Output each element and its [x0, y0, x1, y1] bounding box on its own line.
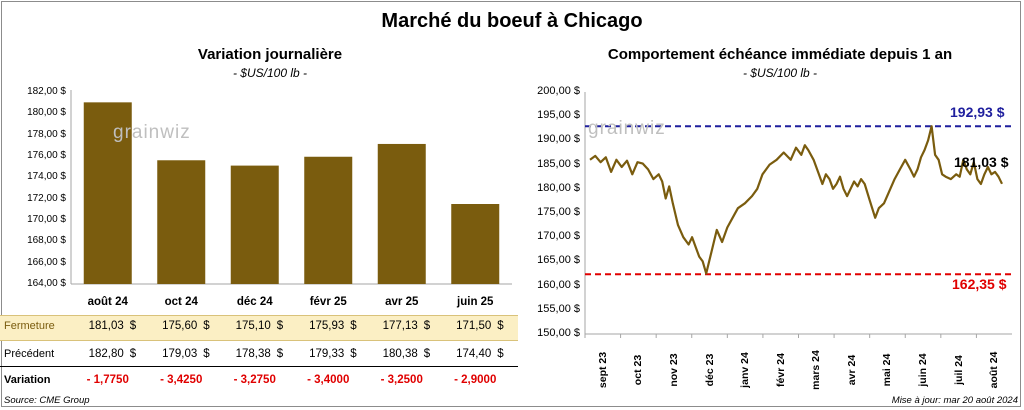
line-y-tick-label: 200,00 $ — [537, 85, 580, 97]
line-x-tick-label: août 24 — [988, 351, 1001, 389]
variation-cell: - 3,4250 — [160, 374, 203, 386]
precedent-cell: 180,38 — [382, 348, 418, 360]
right-chart-title: Comportement échéance immédiate depuis 1… — [607, 46, 953, 63]
fermeture-currency: $ — [350, 320, 357, 332]
max-value-label: 192,93 $ — [950, 104, 1005, 120]
line-y-tick-label: 160,00 $ — [537, 278, 580, 291]
line-y-tick-label: 185,00 $ — [537, 157, 580, 170]
line-x-tick-label: oct 23 — [632, 354, 645, 386]
line-y-tick-label: 150,00 $ — [537, 327, 580, 339]
last-value-label: 181,03 $ — [954, 154, 1009, 170]
fermeture-currency: $ — [423, 320, 431, 332]
fermeture-currency: $ — [203, 320, 210, 332]
bar-category-label: juin 25 — [457, 296, 494, 308]
source-note: Source: CME Group — [4, 395, 90, 406]
bar-y-tick-label: 170,00 $ — [27, 214, 66, 225]
left-chart-title: Variation journalière — [197, 46, 343, 63]
precedent-currency: $ — [423, 348, 431, 360]
min-value-label: 162,35 $ — [952, 276, 1007, 292]
bar-y-tick-label: 164,00 $ — [27, 278, 66, 289]
bar-y-tick-label: 178,00 $ — [27, 128, 66, 140]
precedent-currency: $ — [276, 348, 284, 360]
update-note: Mise à jour: mar 20 août 2024 — [891, 395, 1018, 406]
left-watermark: grainwiz — [113, 122, 191, 143]
fermeture-currency: $ — [129, 320, 137, 332]
bar — [304, 156, 353, 284]
line-y-tick-label: 180,00 $ — [537, 181, 580, 194]
precedent-cell: 182,80 — [88, 348, 124, 360]
bar-category-label: avr 25 — [385, 296, 419, 308]
line-x-tick-label: avr 24 — [845, 354, 858, 386]
bar — [377, 143, 426, 284]
precedent-cell: 174,40 — [456, 348, 492, 360]
line-y-tick-label: 155,00 $ — [537, 302, 580, 315]
line-y-tick-label: 175,00 $ — [537, 206, 580, 218]
line-y-tick-label: 195,00 $ — [537, 109, 580, 122]
right-watermark: grainwiz — [588, 118, 666, 139]
fermeture-currency: $ — [497, 320, 504, 332]
right-chart-unit: - $US/100 lb - — [742, 66, 818, 80]
fermeture-cell: 175,60 — [162, 320, 198, 332]
line-x-tick-label: juil 24 — [952, 355, 965, 385]
line-y-tick-label: 190,00 $ — [537, 133, 580, 146]
variation-cell: - 1,7750 — [86, 374, 129, 386]
fermeture-cell: 175,10 — [235, 320, 271, 332]
precedent-row-label: Précédent — [4, 348, 55, 360]
line-x-tick-label: déc 23 — [703, 353, 716, 387]
variation-cell: - 2,9000 — [454, 374, 497, 386]
bar-y-tick-label: 174,00 $ — [27, 171, 66, 183]
fermeture-cell: 175,93 — [309, 320, 345, 332]
bar-y-tick-label: 180,00 $ — [27, 107, 66, 119]
bar-category-label: oct 24 — [164, 296, 198, 308]
bar-category-label: août 24 — [87, 296, 128, 308]
variation-cell: - 3,2750 — [233, 374, 276, 386]
bar-chart — [70, 90, 512, 285]
line-y-tick-label: 170,00 $ — [537, 230, 580, 243]
bar-y-tick-label: 172,00 $ — [27, 192, 66, 204]
table-divider — [0, 366, 518, 367]
bar — [451, 204, 500, 284]
variation-cell: - 3,2500 — [380, 374, 423, 386]
fermeture-cell: 181,03 — [88, 320, 124, 332]
line-x-tick-label: mars 24 — [810, 350, 823, 390]
bar-y-tick-label: 168,00 $ — [27, 235, 66, 247]
variation-row-label: Variation — [4, 374, 51, 386]
fermeture-cell: 177,13 — [382, 320, 418, 332]
bar — [157, 160, 206, 284]
precedent-currency: $ — [497, 348, 504, 360]
line-y-tick-label: 165,00 $ — [537, 254, 580, 267]
precedent-cell: 178,38 — [235, 348, 271, 360]
precedent-cell: 179,03 — [162, 348, 198, 360]
bar-y-tick-label: 166,00 $ — [27, 256, 66, 268]
bar-category-label: déc 24 — [236, 296, 273, 308]
line-x-tick-label: juin 24 — [917, 353, 930, 387]
precedent-currency: $ — [203, 348, 210, 360]
bar-category-label: févr 25 — [309, 296, 347, 308]
bar — [230, 165, 279, 284]
bar-y-tick-label: 182,00 $ — [27, 86, 66, 97]
precedent-currency: $ — [350, 348, 357, 360]
precedent-cell: 179,33 — [309, 348, 345, 360]
line-x-tick-label: févr 24 — [774, 353, 787, 387]
line-x-tick-label: sept 23 — [596, 351, 609, 389]
precedent-currency: $ — [129, 348, 137, 360]
line-x-tick-label: janv 24 — [739, 352, 752, 388]
main-title: Marché du boeuf à Chicago — [381, 10, 643, 32]
variation-cell: - 3,4000 — [307, 374, 350, 386]
bar — [83, 102, 132, 284]
price-series-line — [589, 125, 1003, 275]
fermeture-row-label: Fermeture — [4, 320, 55, 332]
fermeture-row-bg — [0, 315, 518, 341]
fermeture-cell: 171,50 — [456, 320, 492, 332]
left-chart-unit: - $US/100 lb - — [232, 66, 308, 80]
fermeture-currency: $ — [276, 320, 284, 332]
line-x-tick-label: nov 23 — [667, 353, 680, 387]
line-x-tick-label: mai 24 — [881, 353, 894, 387]
bar-y-tick-label: 176,00 $ — [27, 150, 66, 161]
